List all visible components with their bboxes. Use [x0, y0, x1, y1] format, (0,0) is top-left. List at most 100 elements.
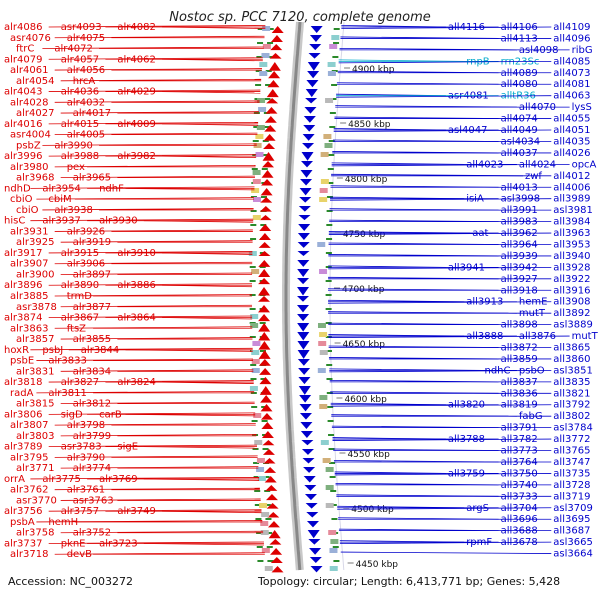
gene-label: all3872: [501, 343, 538, 354]
scale-label: 4650 kbp: [343, 340, 386, 350]
forward-feature: [260, 197, 273, 203]
marker-dot: [329, 112, 336, 114]
gene-label: mutT: [519, 308, 546, 319]
reverse-feature: [303, 116, 316, 123]
gene-label: ftsZ: [67, 323, 86, 334]
marker-dot: [254, 490, 261, 492]
marker-dot: [262, 140, 269, 142]
gene-label: all4073: [553, 68, 590, 79]
reverse-feature: [301, 440, 314, 446]
category-swatch: [320, 179, 329, 184]
reverse-feature: [304, 494, 317, 501]
forward-feature: [269, 539, 282, 545]
marker-dot: [331, 518, 338, 520]
forward-feature: [258, 314, 271, 322]
category-swatch: [250, 314, 259, 319]
reverse-feature: [297, 359, 310, 366]
marker-dot: [257, 560, 264, 562]
gene-label: mutT: [572, 331, 599, 342]
reverse-feature: [297, 332, 310, 341]
reverse-feature: [297, 269, 310, 278]
gene-label: alr3864: [117, 313, 155, 324]
gene-label: all3964: [501, 239, 538, 250]
gene-label: alr4036: [61, 87, 99, 98]
category-swatch: [256, 467, 265, 472]
marker-dot: [332, 56, 339, 58]
gene-label: asl3851: [553, 365, 593, 376]
gene-label: asl3665: [553, 537, 593, 548]
marker-dot: [260, 196, 267, 198]
gene-label: all3908: [553, 297, 590, 308]
genome-backbone: [284, 21, 302, 571]
forward-feature: [258, 359, 271, 366]
gene-label: alr3982: [117, 151, 155, 162]
gene-label: cbiO: [10, 194, 33, 205]
leader-line: [340, 551, 552, 554]
reverse-feature: [302, 458, 315, 464]
forward-feature: [271, 566, 284, 573]
gene-label: asr4076: [10, 33, 51, 44]
marker-dot: [329, 126, 336, 128]
gene-label: all3984: [553, 217, 590, 228]
gene-label: alr3758: [16, 528, 54, 539]
leader-line: [60, 240, 253, 243]
leader-line: [338, 60, 552, 64]
gene-label: alr3874: [4, 313, 42, 324]
gene-label: alr4079: [4, 54, 42, 65]
gene-label: alr3917: [4, 248, 42, 259]
gene-label: alr3824: [117, 377, 155, 388]
reverse-feature: [299, 395, 312, 403]
accession-label: Accession: NC_003272: [8, 575, 134, 588]
category-swatch: [253, 197, 262, 202]
forward-feature: [270, 35, 283, 43]
forward-feature: [258, 242, 271, 248]
gene-label: all4035: [553, 136, 590, 147]
gene-label: all3747: [553, 457, 590, 468]
forward-feature: [261, 179, 274, 186]
marker-dot: [250, 364, 257, 366]
category-swatch: [325, 503, 334, 508]
forward-feature: [260, 404, 273, 412]
scale-label: 4450 kbp: [356, 560, 399, 570]
reverse-feature: [299, 404, 312, 412]
leader-line: [36, 197, 255, 200]
gene-label: all4096: [553, 33, 590, 44]
gene-label: asr4004: [10, 130, 51, 141]
category-swatch: [259, 503, 268, 508]
leader-line: [30, 477, 260, 480]
category-swatch: [324, 143, 333, 148]
reverse-feature: [297, 296, 310, 302]
marker-dot: [251, 168, 258, 170]
gene-label: alr3834: [73, 366, 111, 377]
leader-line: [54, 100, 260, 103]
reverse-feature: [309, 548, 322, 555]
gene-label: all3772: [553, 434, 590, 445]
gene-label: all3687: [553, 526, 590, 537]
leader-line: [36, 520, 263, 523]
category-swatch: [325, 485, 334, 490]
marker-dot: [253, 476, 260, 478]
leader-line: [54, 423, 256, 426]
leader-line: [54, 552, 265, 555]
gene-label: alr4072: [54, 44, 92, 55]
leader-line: [125, 188, 255, 191]
reverse-feature: [306, 80, 319, 88]
leader-line: [54, 455, 258, 458]
gene-label: alr3798: [67, 420, 105, 431]
leader-line: [162, 155, 257, 159]
category-swatch: [319, 197, 328, 202]
leader-line: [48, 121, 259, 125]
gene-label: all4051: [553, 125, 590, 136]
gene-label: alr3769: [99, 474, 137, 485]
marker-dot: [332, 546, 339, 548]
gene-label: all4037: [501, 148, 538, 159]
category-swatch: [322, 458, 331, 463]
leader-line: [48, 315, 253, 318]
leader-line: [60, 304, 253, 308]
category-swatch: [319, 269, 328, 274]
gene-label: ndhF: [99, 183, 124, 194]
gene-label: fabG: [519, 411, 543, 422]
gene-label: all3916: [553, 285, 590, 296]
leader-line: [333, 129, 552, 132]
category-swatch: [264, 566, 273, 571]
